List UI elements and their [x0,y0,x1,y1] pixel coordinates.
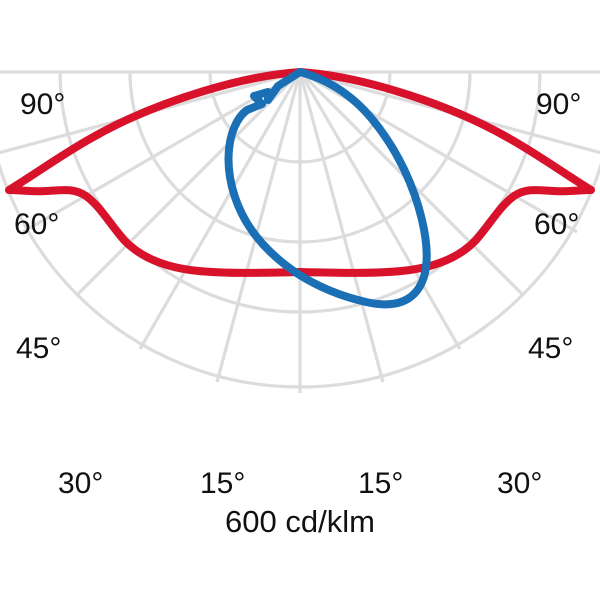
angle-label-30-right: 30° [497,467,542,500]
angle-label-15-left: 15° [200,467,245,500]
angle-label-30-left: 30° [58,467,103,500]
curve-series-c90-c270 [224,68,431,309]
grid-radial-15-left [215,71,302,383]
grid-radial-15-right [298,71,385,383]
angle-label-45-left: 45° [16,332,61,365]
angle-labels: 90° 90° 60° 60° 45° 45° 30° 30° 15° 15° [14,88,581,500]
curve-series-c0-c180 [5,68,595,277]
grid-radial-45-left [75,70,302,297]
angle-label-90-right: 90° [536,88,581,121]
intensity-unit-label: 600 cd/klm [225,504,375,539]
blue-distribution-curve [224,68,431,309]
angle-label-60-right: 60° [534,208,579,241]
angle-label-60-left: 60° [14,208,59,241]
grid-radial-lines [0,70,600,393]
grid-radial-30-left [138,71,302,350]
angle-label-45-right: 45° [528,332,573,365]
grid-radial-30-right [298,71,462,350]
angle-label-15-right: 15° [358,467,403,500]
red-distribution-curve [5,68,595,277]
angle-label-90-left: 90° [20,88,65,121]
